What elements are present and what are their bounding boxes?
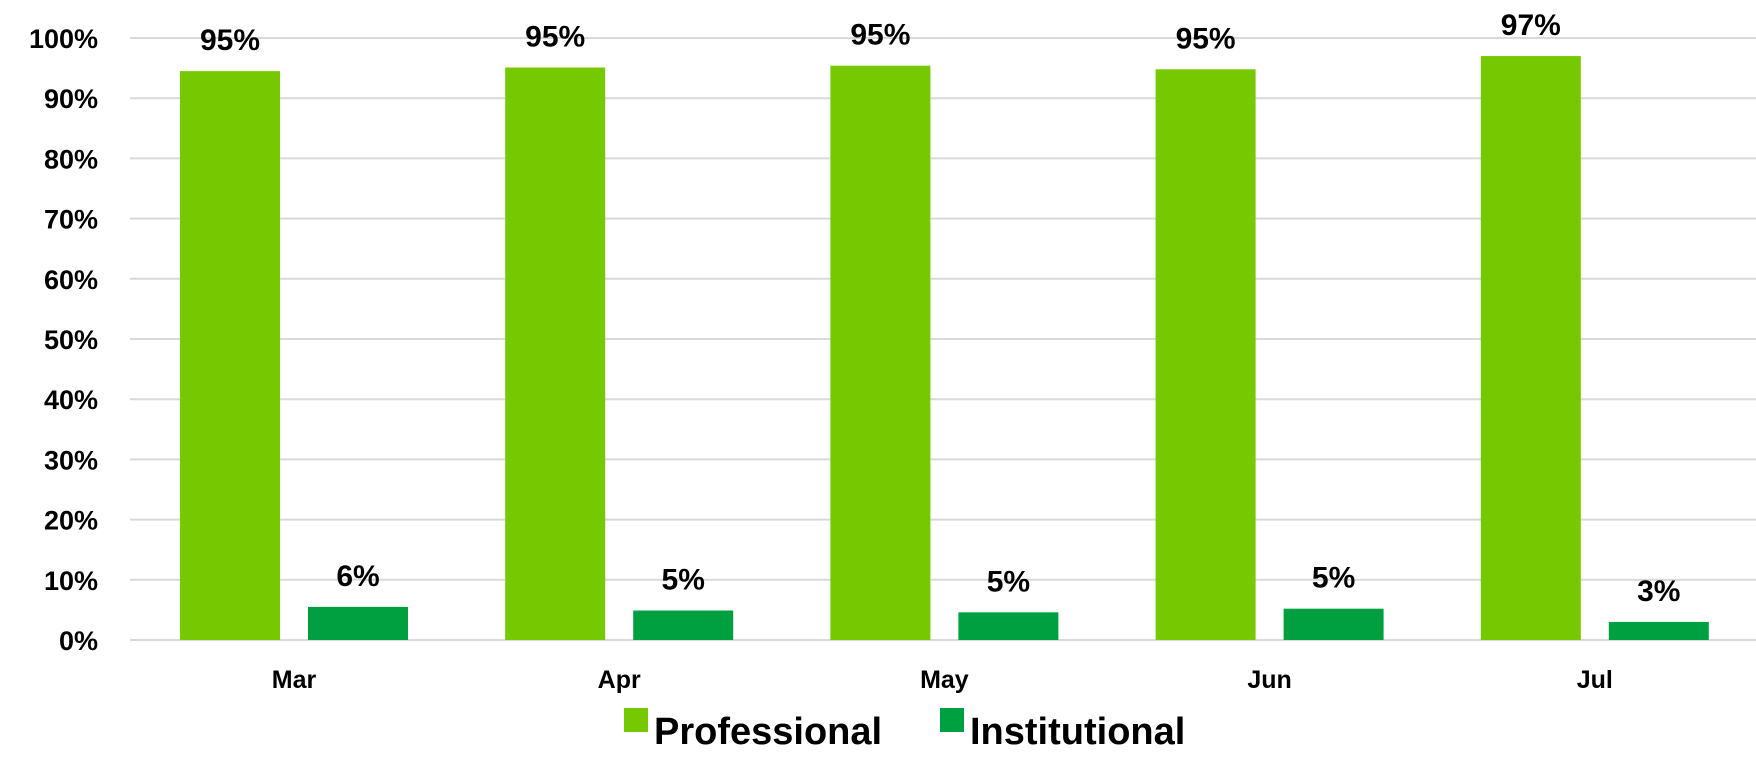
data-label: 3% xyxy=(1637,575,1680,608)
legend: Professional Institutional xyxy=(624,708,1185,753)
y-tick-label: 90% xyxy=(44,84,98,114)
y-tick-label: 40% xyxy=(44,385,98,415)
data-label: 97% xyxy=(1501,9,1561,42)
bar-professional-mar xyxy=(180,71,280,641)
data-label: 95% xyxy=(1176,22,1236,55)
y-tick-label: 70% xyxy=(44,205,98,235)
y-tick-label: 80% xyxy=(44,144,98,174)
data-label: 5% xyxy=(662,564,705,597)
y-tick-label: 10% xyxy=(44,566,98,596)
x-axis-categories: Mar Apr May Jun Jul xyxy=(272,666,1613,694)
bar-professional-may xyxy=(830,65,931,640)
legend-swatch-professional xyxy=(624,708,648,732)
x-category-label: May xyxy=(920,666,969,694)
x-category-label: Apr xyxy=(598,666,641,694)
data-label: 95% xyxy=(850,19,910,52)
x-category-label: Jul xyxy=(1577,666,1613,694)
data-labels: 95% 6% 95% 5% 95% 5% 95% 5% 97% 3% xyxy=(200,9,1681,608)
bar-professional-jul xyxy=(1480,56,1581,641)
bar-institutional-jul xyxy=(1608,621,1709,640)
legend-label-institutional: Institutional xyxy=(970,711,1185,753)
data-label: 5% xyxy=(987,565,1030,598)
legend-swatch-institutional xyxy=(940,708,964,732)
x-category-label: Jun xyxy=(1247,666,1291,694)
bar-institutional-mar xyxy=(308,606,408,640)
y-tick-label: 0% xyxy=(59,626,98,656)
data-label: 5% xyxy=(1312,562,1355,595)
y-tick-label: 100% xyxy=(29,24,98,54)
y-tick-label: 30% xyxy=(44,445,98,475)
bar-institutional-apr xyxy=(633,610,734,640)
y-axis-ticks: 0% 10% 20% 30% 40% 50% 60% 70% 80% 90% 100% xyxy=(29,24,98,656)
bar-institutional-jun xyxy=(1283,608,1384,640)
x-category-label: Mar xyxy=(272,666,317,694)
y-tick-label: 60% xyxy=(44,265,98,295)
y-tick-label: 50% xyxy=(44,325,98,355)
data-label: 95% xyxy=(200,24,260,57)
bar-professional-apr xyxy=(505,67,606,641)
bars xyxy=(180,56,1709,641)
data-label: 95% xyxy=(525,20,585,53)
legend-label-professional: Professional xyxy=(654,711,882,753)
bar-institutional-may xyxy=(958,612,1059,640)
data-label: 6% xyxy=(336,560,379,593)
bar-professional-jun xyxy=(1155,69,1256,640)
y-tick-label: 20% xyxy=(44,506,98,536)
